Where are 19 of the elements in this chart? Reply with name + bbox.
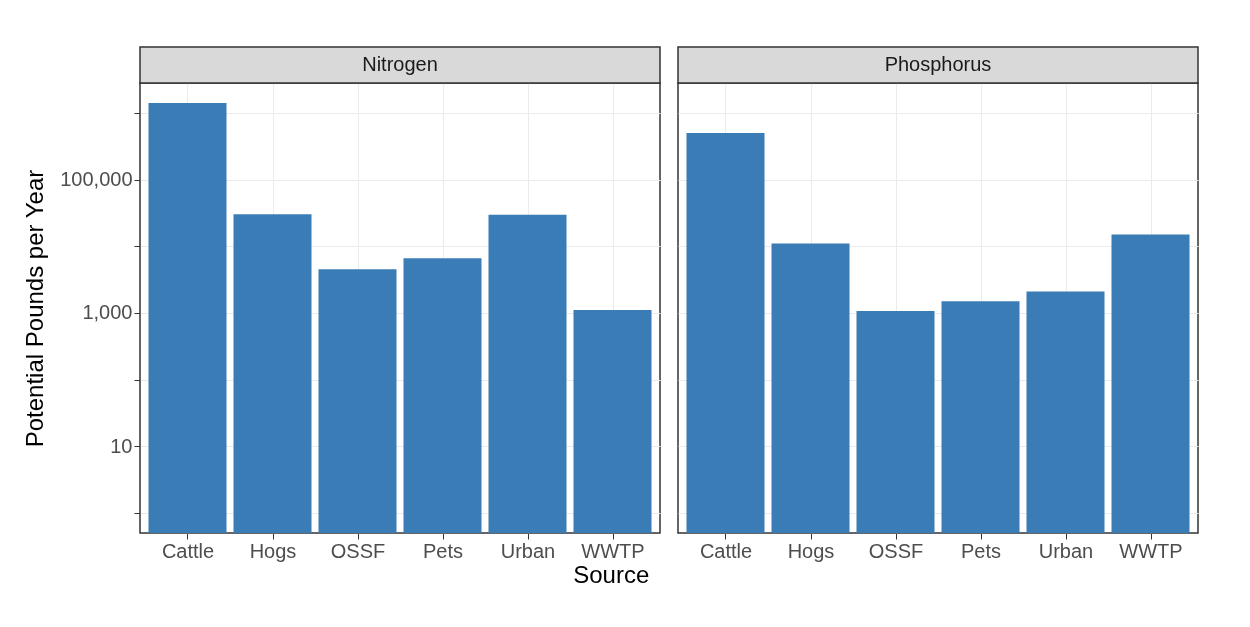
x-tick-label: Cattle: [699, 539, 753, 562]
x-tick-label: Hogs: [249, 539, 297, 562]
x-tick-label: Urban: [1038, 539, 1094, 562]
chart-title: Phosphorus: [884, 53, 992, 75]
x-axis-title: Source: [573, 560, 650, 588]
x-tick-label: WWTP: [1119, 539, 1183, 562]
x-tick-label: OSSF: [330, 539, 386, 562]
y-axis-title: Potential Pounds per Year: [21, 169, 49, 448]
x-tick-label: Hogs: [787, 539, 835, 562]
y-tick-label: 10: [110, 434, 133, 457]
y-tick-label: 1,000: [82, 301, 133, 324]
y-tick-label: 100,000: [60, 168, 133, 190]
x-tick-label: Cattle: [161, 539, 215, 562]
x-tick-label: Pets: [422, 539, 464, 562]
x-tick-label: OSSF: [868, 539, 924, 562]
x-tick-label: WWTP: [581, 539, 645, 562]
chart-title: Nitrogen: [362, 53, 438, 75]
x-tick-label: Urban: [500, 539, 556, 562]
x-tick-label: Pets: [960, 539, 1002, 562]
